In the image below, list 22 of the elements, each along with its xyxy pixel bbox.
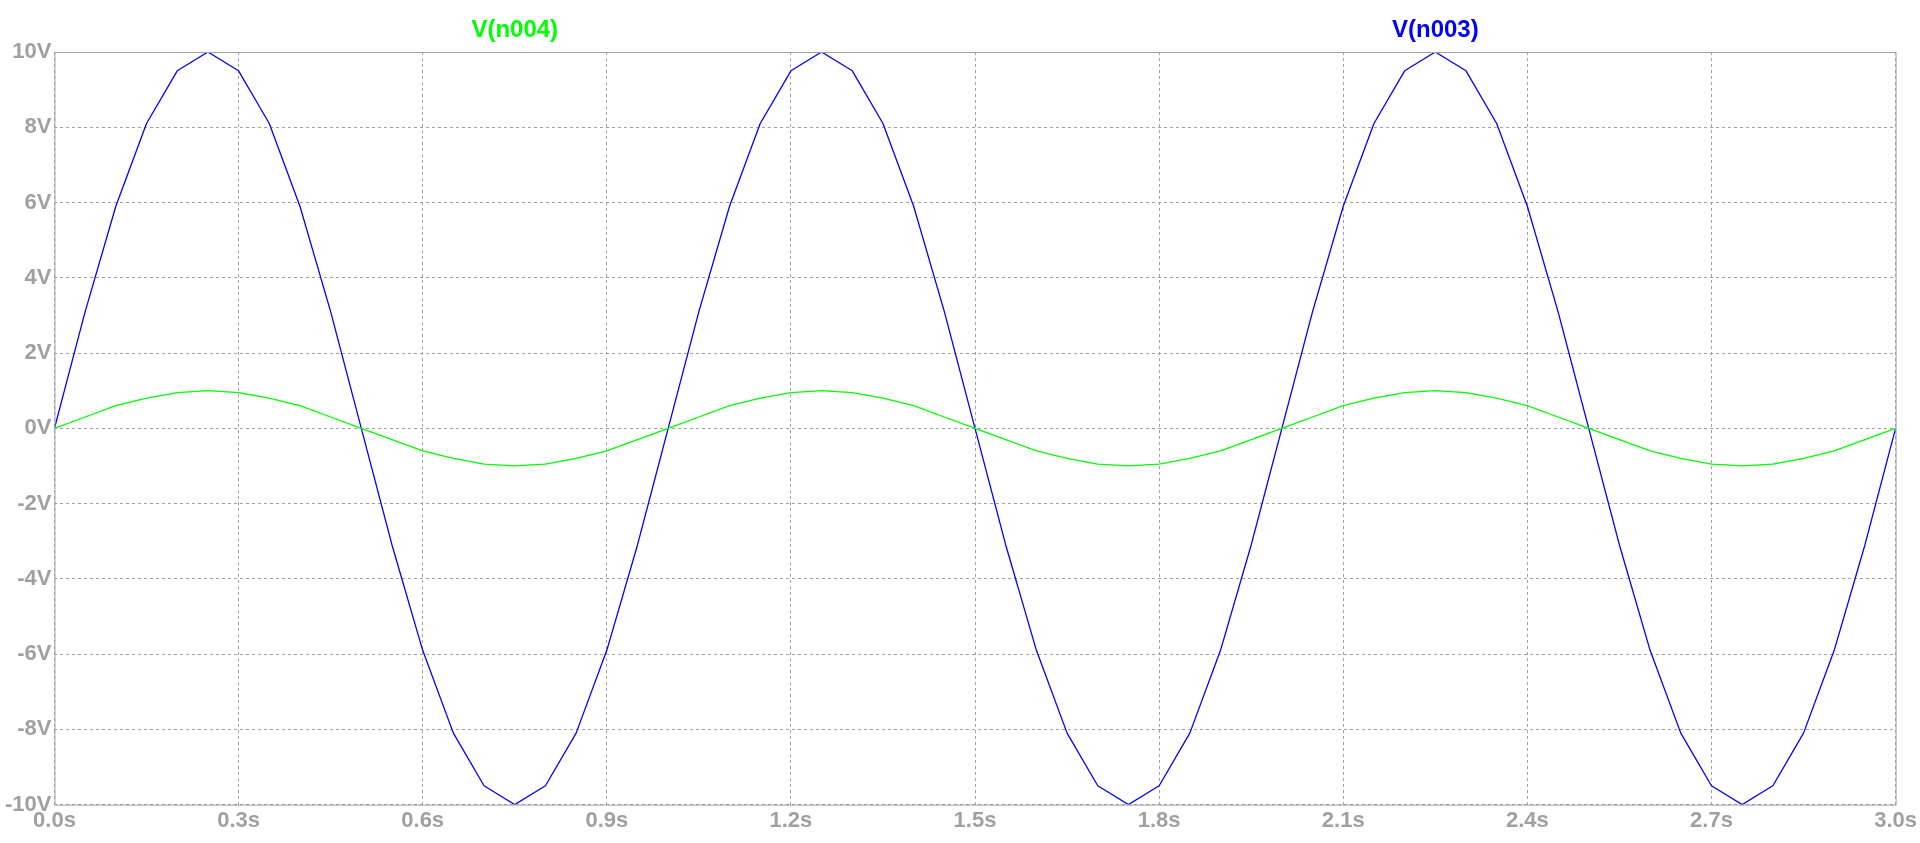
y-tick-label: 10V [12,38,52,64]
x-tick-label: 0.6s [401,806,445,832]
y-tick-label: 8V [24,113,52,139]
y-tick-label: -6V [17,640,52,666]
x-tick-label: 2.4s [1505,806,1549,832]
y-tick-label: -2V [17,489,52,515]
series-label: V(n003) [1391,14,1479,42]
x-tick-label: 2.7s [1690,806,1733,832]
y-tick-label: 2V [24,339,52,365]
x-tick-label: 1.8s [1137,806,1181,832]
y-tick-label: 6V [24,188,52,214]
text: V(n004) [471,14,559,42]
x-tick-label: 1.2s [769,806,813,832]
y-tick-label: -8V [17,715,52,741]
x-tick-label: 0.9s [585,806,629,832]
x-tick-label: 2.1s [1321,806,1365,832]
x-tick-label: 1.5s [953,806,997,832]
x-tick-label: 0.3s [217,806,260,832]
y-tick-label: 0V [24,414,52,440]
y-tick-label: -4V [17,564,52,590]
x-tick-label: 3.0s [1874,806,1917,832]
y-tick-label: 4V [24,263,52,289]
